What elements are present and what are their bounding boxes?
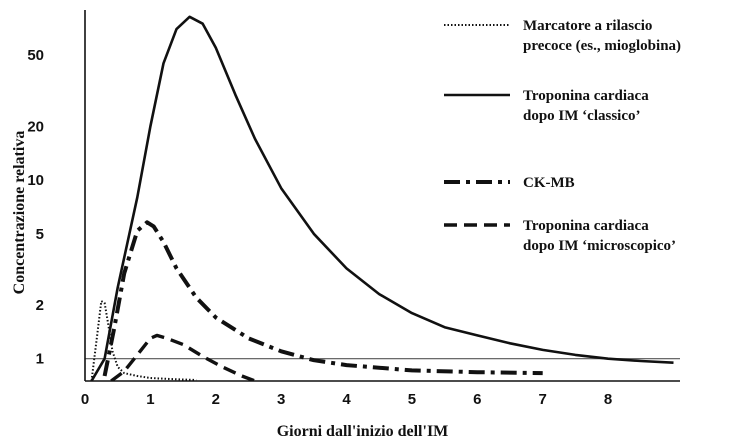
legend-label: CK-MB [523, 175, 575, 191]
x-tick-label: 2 [212, 391, 220, 408]
x-tick-label: 6 [473, 391, 481, 408]
x-tick-label: 1 [146, 391, 154, 408]
x-tick-label: 7 [539, 391, 547, 408]
series-line-dashdot [102, 220, 543, 377]
x-tick-label: 4 [342, 391, 351, 408]
y-tick-label: 10 [27, 172, 44, 189]
legend-label: Marcatore a rilascio precoce (es., mioglo… [523, 18, 681, 54]
legend-label: Troponina cardiaca dopo IM ‘microscopico’ [523, 218, 676, 254]
series-line-solid [90, 15, 674, 381]
x-tick-label: 8 [604, 391, 612, 408]
x-tick-label: 0 [81, 391, 89, 408]
y-tick-labels: 1 2 5 10 20 50 [27, 47, 44, 368]
x-axis-title: Giorni dall'inizio dell'IM [277, 423, 449, 440]
y-tick-label: 5 [36, 226, 44, 243]
y-axis-title: Concentrazione relativa [11, 131, 28, 295]
y-tick-label: 50 [27, 47, 44, 64]
x-tick-labels: 0 1 2 3 4 5 6 7 8 [81, 391, 612, 408]
x-tick-label: 3 [277, 391, 285, 408]
legend-label: Troponina cardiaca dopo IM ‘classico’ [523, 88, 649, 124]
series-line-dashed [110, 333, 256, 381]
series-lines [90, 15, 674, 381]
y-tick-label: 20 [27, 118, 44, 135]
series-line-dotted [90, 300, 197, 381]
x-tick-label: 5 [408, 391, 416, 408]
y-tick-label: 1 [36, 351, 44, 368]
y-tick-label: 2 [36, 297, 44, 314]
axes [84, 10, 680, 382]
legend: Marcatore a rilascio precoce (es., mioglo… [444, 18, 681, 254]
